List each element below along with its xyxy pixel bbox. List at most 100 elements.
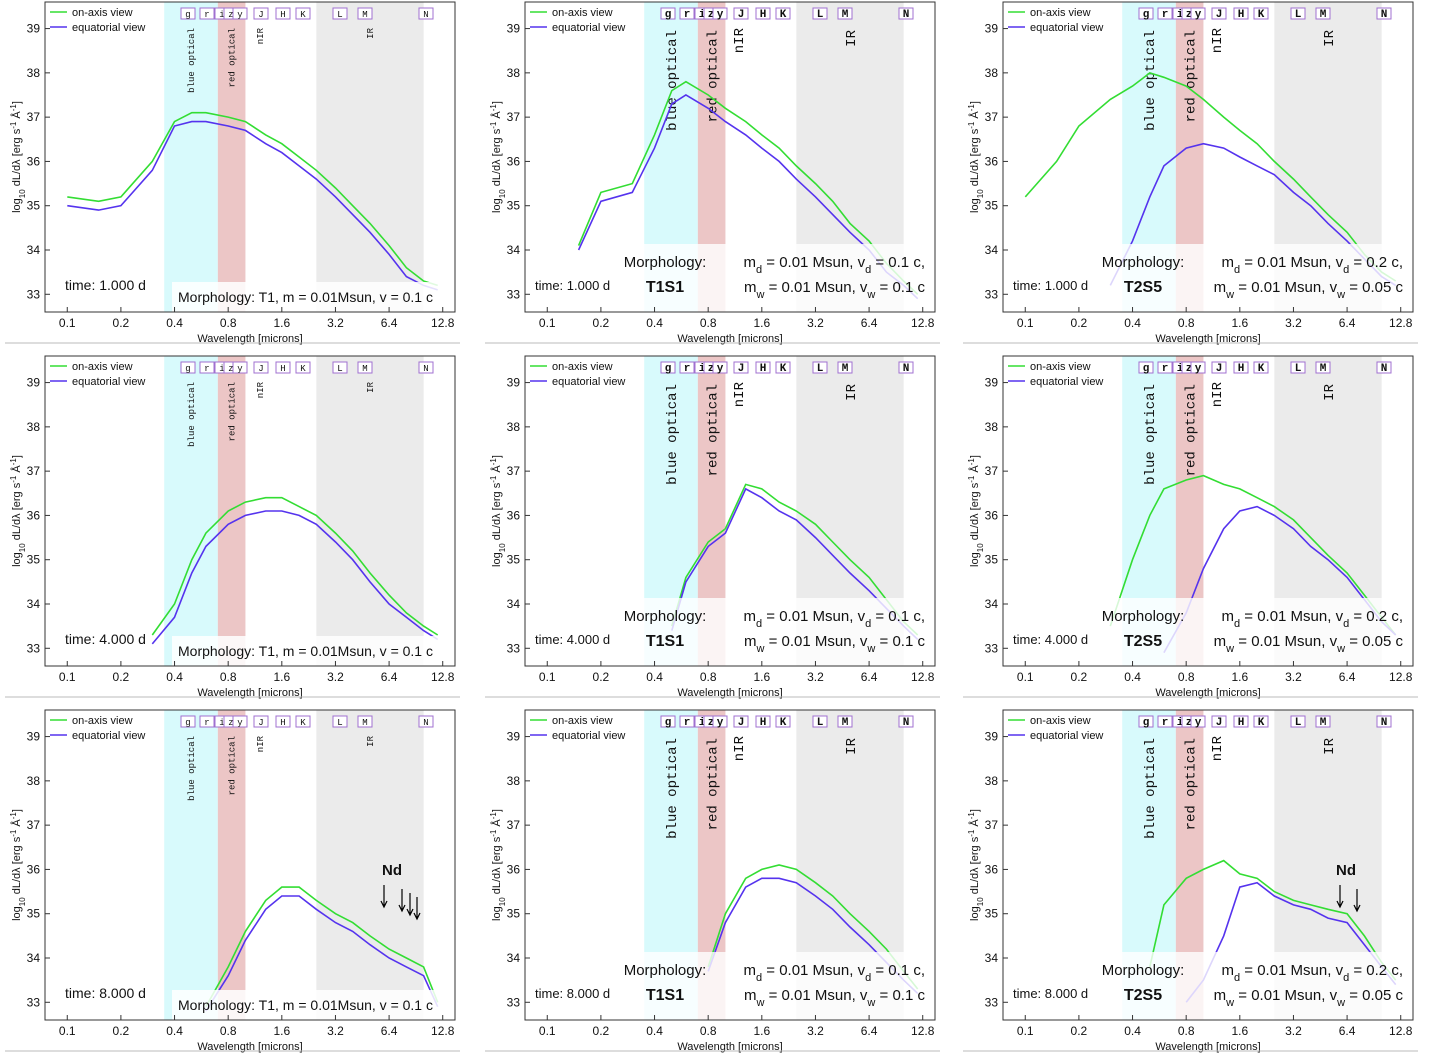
plot-frame — [1002, 709, 1414, 1021]
x-tick-label: 6.4 — [861, 1024, 878, 1038]
legend-label: equatorial view — [72, 22, 145, 34]
x-axis-title: Wavelength [microns] — [1155, 687, 1260, 699]
y-axis-title: log10 dL/dλ [erg s-1 Å-1] — [489, 455, 507, 567]
plot-frame — [44, 709, 456, 1021]
band-label: IR — [366, 735, 376, 746]
plot-frame — [1002, 355, 1414, 667]
ejecta-part: m — [744, 987, 757, 1004]
filter-label: i — [699, 717, 706, 729]
y-title-part: dL/dλ [erg s — [491, 128, 503, 189]
annotation-box — [172, 990, 455, 1020]
filter-box — [295, 361, 311, 374]
y-tick-label: 33 — [507, 995, 521, 1009]
ejecta-part: = 0.01 Msun, v — [1240, 608, 1343, 625]
y-tick-label: 38 — [507, 420, 521, 434]
filter-box — [1190, 7, 1206, 20]
ejecta-part: d — [1234, 972, 1240, 984]
ejecta-params: md = 0.01 Msun, vd = 0.2 c, — [1221, 254, 1403, 276]
spectrum-line — [205, 886, 439, 1008]
y-tick-label: 38 — [507, 774, 521, 788]
y-tick-label: 38 — [985, 66, 999, 80]
x-tick-label: 12.8 — [431, 1024, 455, 1038]
filter-label: g — [185, 10, 190, 20]
band-label: nIR — [256, 381, 266, 398]
filter-label: y — [1195, 717, 1202, 729]
ejecta-part: = 0.01 Msun, v — [764, 987, 867, 1004]
y-tick-label: 33 — [507, 287, 521, 301]
y-title-part: 10 — [18, 189, 27, 198]
x-axis-title: Wavelength [microns] — [677, 687, 782, 699]
filter-label: K — [780, 9, 787, 21]
spectrum-line — [151, 496, 439, 636]
filter-label: g — [185, 718, 190, 728]
filter-box — [275, 715, 291, 728]
band-label: red optical — [228, 736, 238, 795]
arrow — [1353, 889, 1361, 913]
filter-label: H — [760, 363, 767, 375]
ejecta-part: d — [1343, 618, 1349, 630]
annotation-box — [172, 282, 455, 312]
x-axis-title: Wavelength [microns] — [677, 1041, 782, 1053]
band-label: red optical — [706, 384, 722, 476]
band-label: nIR — [732, 735, 748, 761]
x-tick-label: 0.2 — [1071, 1024, 1088, 1038]
y-title-part: 10 — [976, 897, 985, 906]
filter-label: y — [717, 717, 724, 729]
x-tick-label: 0.8 — [1178, 316, 1195, 330]
filter-label: y — [717, 9, 724, 21]
filter-box — [1138, 7, 1154, 20]
filter-box — [418, 7, 434, 20]
y-tick-label: 36 — [985, 862, 999, 876]
y-title-part: Å — [490, 465, 503, 476]
x-tick-label: 0.2 — [1071, 316, 1088, 330]
filter-box — [1233, 715, 1249, 728]
ejecta-params: mw = 0.01 Msun, vw = 0.05 c — [1214, 633, 1404, 655]
filter-box — [1233, 7, 1249, 20]
x-tick-label: 1.6 — [753, 670, 770, 684]
legend-label: on-axis view — [552, 715, 613, 727]
y-axis-title: log10 dL/dλ [erg s-1 Å-1] — [489, 809, 507, 921]
ejecta-part: m — [744, 279, 757, 296]
y-title-part: dL/dλ [erg s — [969, 482, 981, 543]
x-tick-label: 0.2 — [593, 1024, 610, 1038]
y-title-part: log — [491, 198, 503, 213]
x-tick-label: 0.2 — [113, 670, 130, 684]
filter-label: g — [665, 9, 672, 21]
x-tick-label: 1.6 — [273, 316, 290, 330]
y-tick-label: 36 — [27, 154, 41, 168]
y-tick-label: 39 — [27, 22, 41, 36]
spectrum-line — [151, 510, 439, 645]
ejecta-part: m — [743, 608, 756, 625]
filter-label: y — [237, 10, 243, 20]
x-tick-label: 6.4 — [381, 1024, 398, 1038]
filter-box — [199, 715, 215, 728]
filter-label: i — [219, 364, 224, 374]
x-tick-label: 6.4 — [381, 316, 398, 330]
ejecta-params: mw = 0.01 Msun, vw = 0.05 c — [1214, 279, 1404, 301]
y-title-part: 10 — [498, 189, 507, 198]
ejecta-part: = 0.01 Msun, v — [762, 962, 865, 979]
y-tick-label: 38 — [27, 420, 41, 434]
filter-label: N — [903, 717, 910, 729]
x-tick-label: 0.1 — [1017, 1024, 1034, 1038]
filter-box — [755, 361, 771, 374]
band-label: nIR — [1210, 735, 1226, 761]
y-tick-label: 39 — [507, 376, 521, 390]
filter-label: J — [738, 9, 745, 21]
y-title-part: -1 — [967, 458, 976, 466]
y-title-part: -1 — [9, 812, 18, 820]
y-title-part: -1 — [967, 104, 976, 112]
y-tick-label: 34 — [507, 597, 521, 611]
ejecta-part: d — [756, 264, 762, 276]
x-tick-label: 12.8 — [911, 316, 935, 330]
legend-label: equatorial view — [72, 730, 145, 742]
ejecta-part: = 0.1 c — [875, 279, 925, 296]
filter-box — [1290, 361, 1306, 374]
y-tick-label: 35 — [507, 907, 521, 921]
band-label: red optical — [228, 28, 238, 87]
filter-box — [837, 715, 853, 728]
filter-label: J — [1216, 717, 1223, 729]
y-title-part: ] — [969, 809, 981, 812]
ejecta-part: d — [756, 972, 762, 984]
x-tick-label: 6.4 — [381, 670, 398, 684]
